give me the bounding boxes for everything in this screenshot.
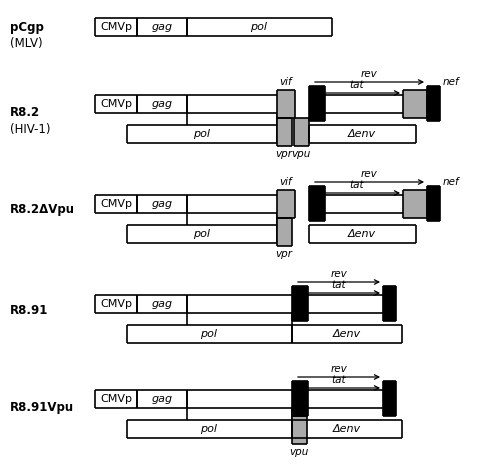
Text: pCgp: pCgp: [10, 22, 44, 34]
Text: pol: pol: [193, 129, 211, 139]
Bar: [277, 90, 295, 118]
Bar: [95, 195, 137, 213]
Text: vpr: vpr: [276, 149, 293, 159]
Bar: [383, 381, 396, 416]
Text: nef: nef: [443, 77, 460, 87]
Bar: [309, 186, 325, 221]
Text: gag: gag: [151, 394, 173, 404]
Text: gag: gag: [151, 22, 173, 32]
Text: gag: gag: [151, 199, 173, 209]
Text: rev: rev: [361, 69, 377, 79]
Bar: [325, 95, 393, 113]
Bar: [403, 90, 427, 118]
Text: tat: tat: [332, 280, 346, 290]
Bar: [308, 295, 383, 313]
Text: pol: pol: [201, 329, 217, 339]
Text: Δenv: Δenv: [333, 329, 361, 339]
Bar: [393, 95, 403, 113]
Bar: [292, 416, 307, 444]
Bar: [325, 195, 393, 213]
Bar: [308, 390, 383, 408]
Bar: [403, 190, 427, 218]
Text: CMVp: CMVp: [100, 199, 132, 209]
Text: vpu: vpu: [289, 447, 308, 457]
Bar: [137, 390, 187, 408]
Bar: [393, 195, 403, 213]
Text: pol: pol: [251, 22, 268, 32]
Bar: [137, 295, 187, 313]
Text: Δenv: Δenv: [348, 129, 376, 139]
Text: vif: vif: [280, 177, 292, 187]
Bar: [127, 420, 292, 438]
Text: tat: tat: [349, 180, 364, 190]
Bar: [383, 286, 396, 321]
Bar: [277, 118, 292, 146]
Bar: [187, 195, 277, 213]
Text: rev: rev: [361, 169, 377, 179]
Text: Δenv: Δenv: [348, 229, 376, 239]
Text: nef: nef: [443, 177, 460, 187]
Bar: [427, 86, 440, 121]
Text: CMVp: CMVp: [100, 299, 132, 309]
Text: pol: pol: [193, 229, 211, 239]
Text: vpr: vpr: [276, 249, 293, 259]
Text: gag: gag: [151, 299, 173, 309]
Text: (HIV-1): (HIV-1): [10, 124, 51, 136]
Bar: [137, 18, 187, 36]
Bar: [187, 18, 332, 36]
Text: vif: vif: [280, 77, 292, 87]
Bar: [187, 95, 277, 113]
Text: tat: tat: [349, 80, 364, 90]
Bar: [95, 18, 137, 36]
Bar: [292, 286, 308, 321]
Bar: [309, 86, 325, 121]
Bar: [95, 295, 137, 313]
Bar: [95, 95, 137, 113]
Text: (MLV): (MLV): [10, 38, 42, 50]
Text: pol: pol: [201, 424, 217, 434]
Bar: [309, 125, 416, 143]
Bar: [187, 295, 292, 313]
Bar: [127, 125, 277, 143]
Bar: [292, 325, 402, 343]
Bar: [187, 390, 292, 408]
Bar: [277, 218, 292, 246]
Bar: [137, 95, 187, 113]
Text: CMVp: CMVp: [100, 394, 132, 404]
Text: Δenv: Δenv: [333, 424, 361, 434]
Text: R8.2: R8.2: [10, 105, 40, 118]
Bar: [95, 390, 137, 408]
Text: CMVp: CMVp: [100, 22, 132, 32]
Bar: [292, 381, 308, 416]
Text: R8.91Vpu: R8.91Vpu: [10, 401, 74, 415]
Text: rev: rev: [331, 269, 348, 279]
Text: CMVp: CMVp: [100, 99, 132, 109]
Text: rev: rev: [331, 364, 348, 374]
Bar: [127, 225, 277, 243]
Bar: [127, 325, 292, 343]
Text: R8.91: R8.91: [10, 304, 48, 316]
Bar: [137, 195, 187, 213]
Text: gag: gag: [151, 99, 173, 109]
Bar: [292, 420, 402, 438]
Text: vpu: vpu: [291, 149, 311, 159]
Bar: [427, 186, 440, 221]
Bar: [309, 225, 416, 243]
Text: R8.2ΔVpu: R8.2ΔVpu: [10, 204, 75, 217]
Bar: [277, 190, 295, 218]
Bar: [294, 118, 309, 146]
Text: tat: tat: [332, 375, 346, 385]
